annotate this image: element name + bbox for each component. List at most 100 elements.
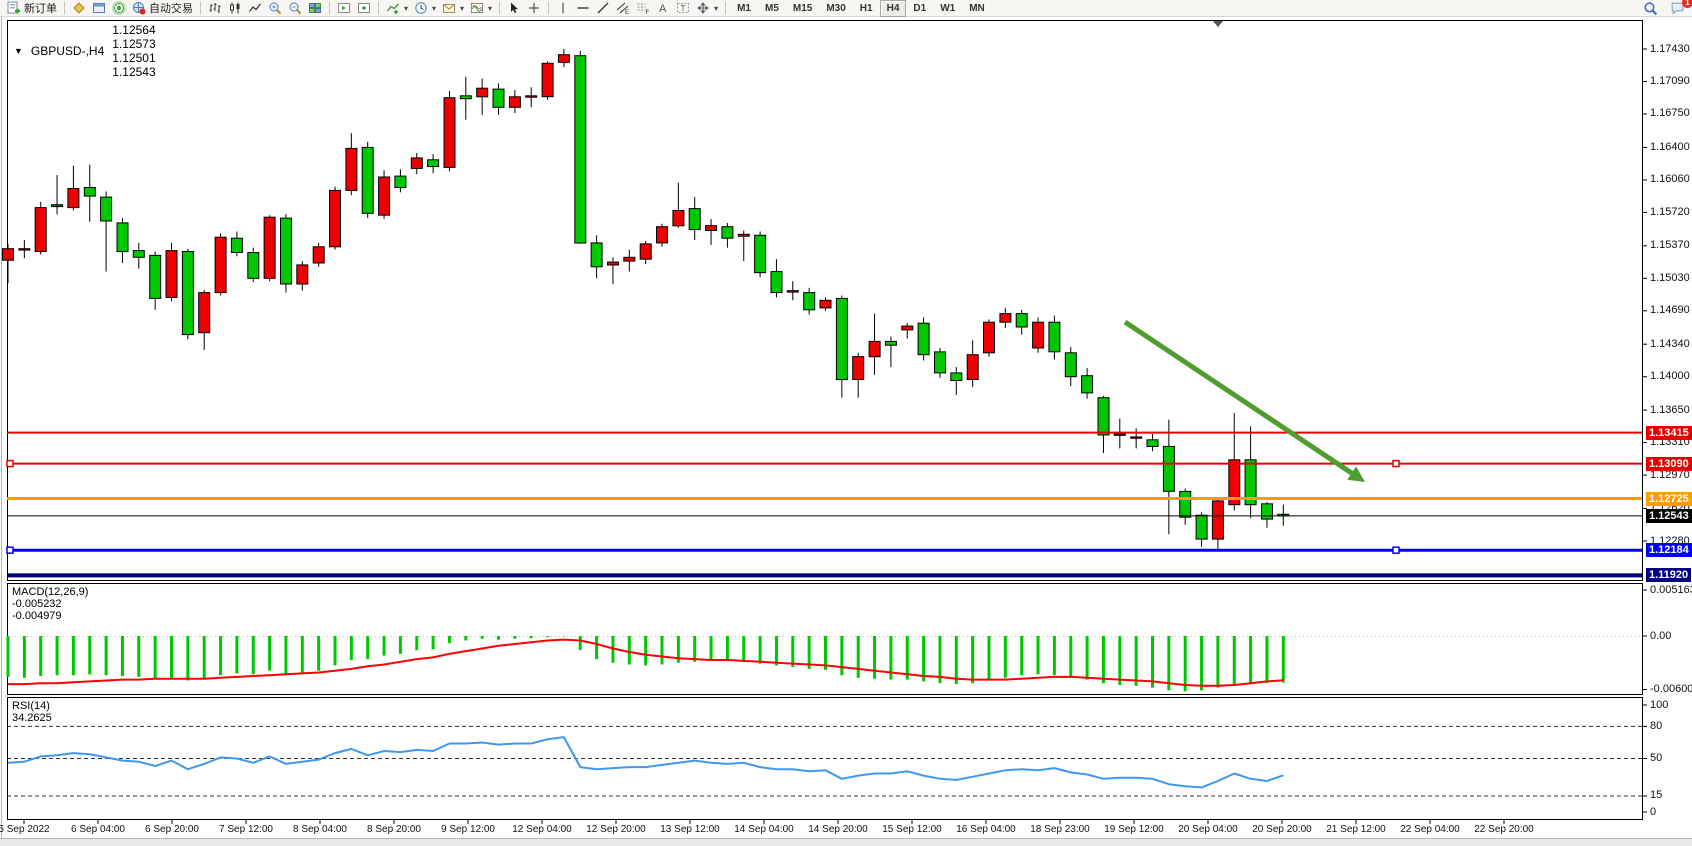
date-axis-label: 14 Sep 20:00	[808, 824, 868, 835]
line-chart-mode-button[interactable]	[245, 0, 265, 16]
price-axis-tick: 1.14340	[1650, 337, 1690, 350]
bar-chart-mode-button[interactable]	[205, 0, 225, 16]
tab-timeframe-m5[interactable]: M5	[764, 2, 779, 14]
date-axis-label: 7 Sep 12:00	[219, 824, 273, 835]
price-axis-tick: 1.17430	[1650, 42, 1690, 55]
svg-text:A: A	[659, 3, 667, 15]
templates-button[interactable]: ▾	[439, 0, 467, 16]
macd-indicator-label: MACD(12,26,9) -0.005232 -0.004979	[12, 586, 89, 622]
rsi-axis-tick: 0	[1650, 805, 1657, 818]
price-axis-tick: 1.15720	[1650, 205, 1690, 218]
date-axis-label: 9 Sep 12:00	[441, 824, 495, 835]
price-axis-tick: 1.16060	[1650, 173, 1690, 186]
price-line-label: 1.13090	[1646, 456, 1692, 471]
auto-trading-label: 自动交易	[149, 3, 193, 15]
text-label-icon: T	[677, 3, 690, 13]
periods-button[interactable]: ▾	[411, 0, 439, 16]
price-line-label: 1.11920	[1646, 568, 1692, 583]
candlestick-mode-button[interactable]	[225, 0, 245, 16]
rsi-axis-tick: 50	[1650, 752, 1663, 764]
auto-trading-button[interactable]: 自动交易	[129, 0, 196, 16]
channel-tool-button[interactable]: E	[613, 0, 633, 16]
date-axis-label: 21 Sep 12:00	[1326, 824, 1386, 835]
date-axis-label: 5 Sep 2022	[0, 824, 50, 835]
tile-windows-button[interactable]	[305, 0, 325, 16]
equidistant-channel-icon: E	[616, 2, 629, 15]
trendline-tool-button[interactable]	[593, 0, 613, 16]
auto-scroll-icon	[338, 3, 350, 13]
zoom-out-button[interactable]	[285, 0, 305, 16]
arrows-tool-button[interactable]: ▾	[693, 0, 721, 16]
chart-window-button[interactable]	[89, 0, 109, 16]
line-chart-icon	[248, 3, 262, 12]
price-line-label: 1.12725	[1646, 491, 1692, 506]
rsi-axis-tick: 80	[1650, 719, 1663, 732]
notifications-button[interactable]: 1	[1667, 0, 1692, 16]
vertical-line-tool-button[interactable]	[553, 0, 573, 16]
date-axis-label: 8 Sep 20:00	[367, 824, 421, 835]
tab-timeframe-mn[interactable]: MN	[969, 2, 985, 14]
tab-timeframe-m30[interactable]: M30	[826, 2, 846, 14]
tab-timeframe-d1[interactable]: D1	[913, 2, 927, 14]
zoom-in-button[interactable]	[265, 0, 285, 16]
collapse-triangle-icon[interactable]: ▼	[14, 46, 23, 56]
new-order-button[interactable]: 新订单	[4, 0, 60, 16]
chevron-down-icon: ▾	[714, 3, 719, 13]
tab-timeframe-h1[interactable]: H1	[859, 2, 873, 14]
label-tool-button[interactable]: T	[673, 0, 693, 16]
search-button[interactable]	[1640, 0, 1661, 16]
zoom-out-icon	[289, 2, 302, 15]
signal-button[interactable]	[109, 0, 129, 16]
symbol-period-label: GBPUSD-,H4	[30, 44, 105, 58]
ohlc-values: 1.12564 1.12573 1.12501 1.12543	[112, 23, 156, 79]
notification-badge: 1	[1682, 0, 1692, 8]
horizontal-line-tool-button[interactable]	[573, 0, 593, 16]
chevron-down-icon: ▾	[432, 3, 437, 13]
chevron-down-icon: ▾	[488, 3, 493, 13]
cube-icon	[73, 2, 85, 14]
chart-shift-button[interactable]	[354, 0, 374, 16]
tab-timeframe-h4[interactable]: H4	[879, 0, 907, 17]
chart-templates-button[interactable]: ▾	[467, 0, 495, 16]
tab-timeframe-m1[interactable]: M1	[737, 2, 751, 14]
price-axis-tick: 1.14690	[1650, 304, 1690, 317]
tab-timeframe-m15[interactable]: M15	[792, 2, 813, 14]
cursor-icon	[511, 2, 519, 13]
date-axis-label: 8 Sep 04:00	[293, 824, 347, 835]
new-order-label: 新订单	[24, 3, 57, 15]
auto-trading-icon	[133, 2, 146, 15]
macd-axis-tick: 0.005163	[1650, 583, 1692, 596]
main-toolbar: 新订单 自动交易 ▾ ▾	[0, 0, 1692, 17]
crosshair-tool-button[interactable]	[524, 0, 544, 16]
price-axis-tick: 1.14000	[1650, 370, 1690, 383]
clock-icon	[415, 2, 427, 14]
svg-text:F: F	[646, 10, 650, 15]
date-axis-label: 16 Sep 04:00	[956, 824, 1016, 835]
date-axis-label: 13 Sep 12:00	[660, 824, 720, 835]
add-indicator-icon	[386, 3, 399, 14]
price-axis-tick: 1.17090	[1650, 74, 1690, 87]
rsi-axis-tick: 100	[1650, 698, 1669, 711]
price-axis-tick: 1.12970	[1650, 468, 1690, 481]
date-axis-label: 12 Sep 04:00	[512, 824, 572, 835]
chart-window-icon	[93, 3, 105, 13]
market-watch-button[interactable]	[69, 0, 89, 16]
new-order-icon	[7, 1, 20, 14]
toolbar-separator	[200, 2, 201, 14]
text-tool-button[interactable]: A	[653, 0, 673, 16]
price-axis-tick: 1.15030	[1650, 271, 1690, 284]
window-bottom-strip	[0, 838, 1692, 846]
cursor-tool-button[interactable]	[504, 0, 524, 16]
price-axis-tick: 1.15370	[1650, 239, 1690, 252]
toolbar-separator	[499, 2, 501, 14]
tab-timeframe-w1[interactable]: W1	[940, 2, 956, 14]
fibonacci-tool-button[interactable]: F	[633, 0, 653, 16]
tile-windows-icon	[309, 3, 321, 13]
vertical-line-icon	[562, 2, 564, 14]
auto-scroll-button[interactable]	[334, 0, 354, 16]
indicators-button[interactable]: ▾	[383, 0, 411, 16]
toolbar-separator	[329, 2, 330, 14]
crosshair-icon	[529, 3, 540, 13]
date-axis-label: 22 Sep 04:00	[1400, 824, 1460, 835]
